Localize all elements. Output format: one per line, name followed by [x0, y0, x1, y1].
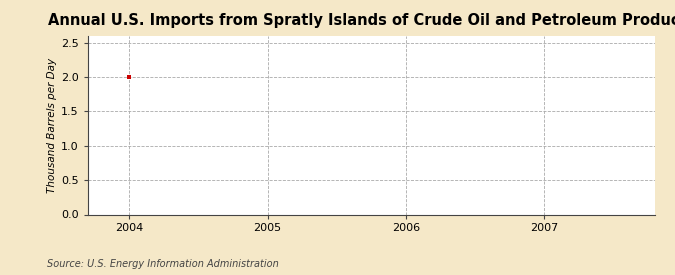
Title: Annual U.S. Imports from Spratly Islands of Crude Oil and Petroleum Products: Annual U.S. Imports from Spratly Islands… [47, 13, 675, 28]
Y-axis label: Thousand Barrels per Day: Thousand Barrels per Day [47, 57, 57, 193]
Text: Source: U.S. Energy Information Administration: Source: U.S. Energy Information Administ… [47, 259, 279, 269]
